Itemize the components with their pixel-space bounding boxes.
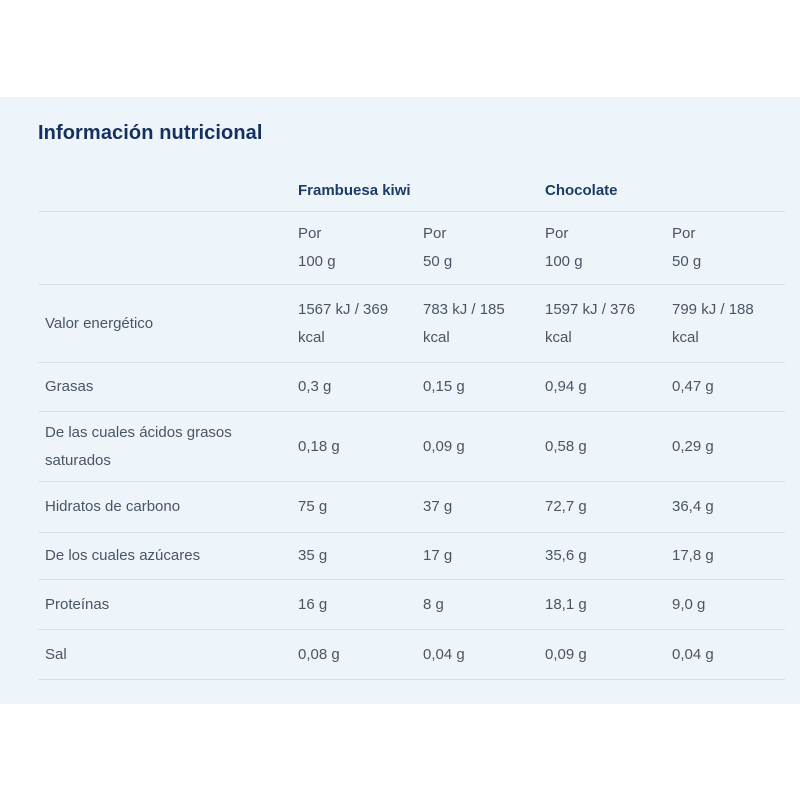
table-row-acidos-grasos-saturados: De las cuales ácidos grasos saturados 0,…: [38, 412, 785, 482]
table-row-sal: Sal 0,08 g 0,04 g 0,09 g 0,04 g: [38, 630, 785, 680]
row-value: 0,15 g: [423, 378, 465, 395]
nutrition-info-panel: Información nutricional Frambuesa kiwi C…: [0, 97, 800, 704]
table-row-azucares: De los cuales azúcares 35 g 17 g 35,6 g …: [38, 533, 785, 580]
row-value: 0,04 g: [423, 645, 465, 663]
portion-header-frambuesa-50g: Por 50 g: [423, 225, 453, 270]
row-label: Grasas: [45, 378, 94, 395]
row-value: 16 g: [298, 595, 328, 613]
row-label: Hidratos de carbono: [45, 498, 181, 515]
row-value: 72,7 g: [545, 498, 587, 515]
row-value: 36,4 g: [672, 498, 714, 515]
row-label: Proteínas: [45, 595, 110, 613]
row-value: 35,6 g: [545, 547, 587, 564]
row-value: 0,3 g: [298, 378, 332, 395]
row-value: 75 g: [298, 498, 328, 515]
row-value: 783 kJ / 185 kcal: [423, 300, 505, 346]
column-group-chocolate: Chocolate: [545, 181, 618, 199]
row-value: 0,09 g: [545, 645, 587, 663]
row-value: 17 g: [423, 547, 453, 564]
row-value: 1597 kJ / 376 kcal: [545, 300, 636, 346]
table-row-valor-energetico: Valor energético 1567 kJ / 369 kcal 783 …: [38, 285, 785, 363]
row-value: 35 g: [298, 547, 328, 564]
row-value: 1567 kJ / 369 kcal: [298, 300, 389, 346]
row-value: 0,47 g: [672, 378, 714, 395]
row-value: 799 kJ / 188 kcal: [672, 300, 754, 346]
row-label: Sal: [45, 645, 67, 663]
portion-header-chocolate-50g: Por 50 g: [672, 225, 702, 270]
row-value: 0,04 g: [672, 645, 714, 663]
row-value: 0,94 g: [545, 378, 587, 395]
table-group-header-row: Frambuesa kiwi Chocolate: [38, 170, 785, 212]
table-portion-header-row: Por 100 g Por 50 g Por 100 g Por 50 g: [38, 212, 785, 285]
row-value: 9,0 g: [672, 595, 706, 613]
row-value: 8 g: [423, 595, 444, 613]
row-label: De las cuales ácidos grasos saturados: [45, 423, 232, 469]
portion-header-frambuesa-100g: Por 100 g: [298, 225, 336, 270]
table-row-grasas: Grasas 0,3 g 0,15 g 0,94 g 0,47 g: [38, 363, 785, 412]
portion-header-chocolate-100g: Por 100 g: [545, 225, 583, 270]
row-label: De los cuales azúcares: [45, 547, 201, 564]
row-label: Valor energético: [45, 314, 154, 332]
row-value: 17,8 g: [672, 547, 714, 564]
section-title: Información nutricional: [38, 122, 263, 144]
table-row-proteinas: Proteínas 16 g 8 g 18,1 g 9,0 g: [38, 580, 785, 630]
row-value: 0,18 g: [298, 437, 340, 455]
row-value: 0,58 g: [545, 437, 587, 455]
column-group-frambuesa-kiwi: Frambuesa kiwi: [298, 181, 411, 199]
row-value: 0,09 g: [423, 437, 465, 455]
row-value: 18,1 g: [545, 595, 587, 613]
row-value: 0,08 g: [298, 645, 340, 663]
row-value: 37 g: [423, 498, 453, 515]
table-row-hidratos-de-carbono: Hidratos de carbono 75 g 37 g 72,7 g 36,…: [38, 482, 785, 533]
row-value: 0,29 g: [672, 437, 714, 455]
nutrition-table: Frambuesa kiwi Chocolate Por 100 g Por 5…: [38, 170, 785, 680]
